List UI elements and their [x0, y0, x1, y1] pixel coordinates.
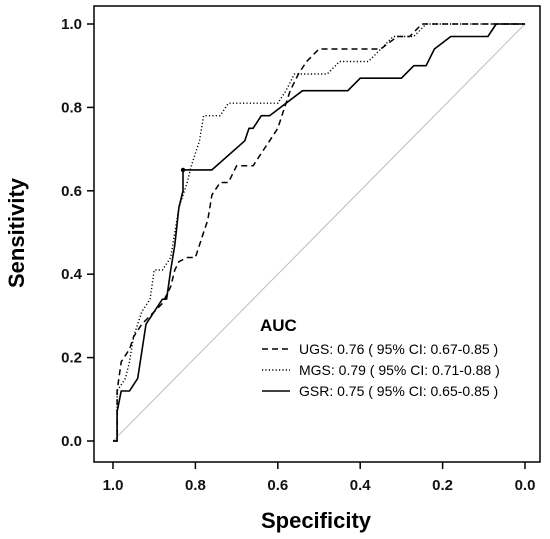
y-tick-label: 0.6 [61, 183, 82, 200]
x-tick-label: 0.8 [185, 477, 206, 494]
series-layer [113, 23, 525, 442]
y-axis-ticks: 0.0 0.2 0.4 0.6 0.8 1.0 [61, 16, 94, 450]
series-line-gsr [113, 23, 525, 442]
series-line-mgs [113, 23, 525, 442]
y-tick-label: 0.4 [61, 266, 83, 283]
legend-title: AUC [260, 316, 297, 335]
series-line-ugs [113, 23, 525, 442]
legend-label-mgs: MGS: 0.79 ( 95% CI: 0.71-0.88 ) [299, 362, 500, 378]
legend-label-ugs: UGS: 0.76 ( 95% CI: 0.67-0.85 ) [299, 341, 498, 357]
y-axis-title: Sensitivity [4, 177, 29, 288]
x-tick-label: 1.0 [103, 477, 124, 494]
y-tick-label: 0.0 [61, 433, 82, 450]
legend-label-gsr: GSR: 0.75 ( 95% CI: 0.65-0.85 ) [299, 383, 498, 399]
reference-diagonal-line [112, 23, 526, 442]
legend: AUC UGS: 0.76 ( 95% CI: 0.67-0.85 ) MGS: … [260, 316, 500, 399]
x-axis-ticks: 1.0 0.8 0.6 0.4 0.2 0.0 [103, 462, 536, 494]
y-tick-label: 0.8 [61, 99, 82, 116]
plot-frame [93, 5, 541, 463]
gsr-threshold-point [180, 167, 186, 173]
x-tick-label: 0.4 [350, 477, 372, 494]
x-tick-label: 0.2 [432, 477, 453, 494]
y-tick-label: 0.2 [61, 350, 82, 367]
x-axis-title: Specificity [261, 508, 372, 533]
y-tick-label: 1.0 [61, 16, 82, 33]
x-tick-label: 0.6 [267, 477, 288, 494]
x-tick-label: 0.0 [515, 477, 536, 494]
reference-line-layer [112, 23, 526, 442]
